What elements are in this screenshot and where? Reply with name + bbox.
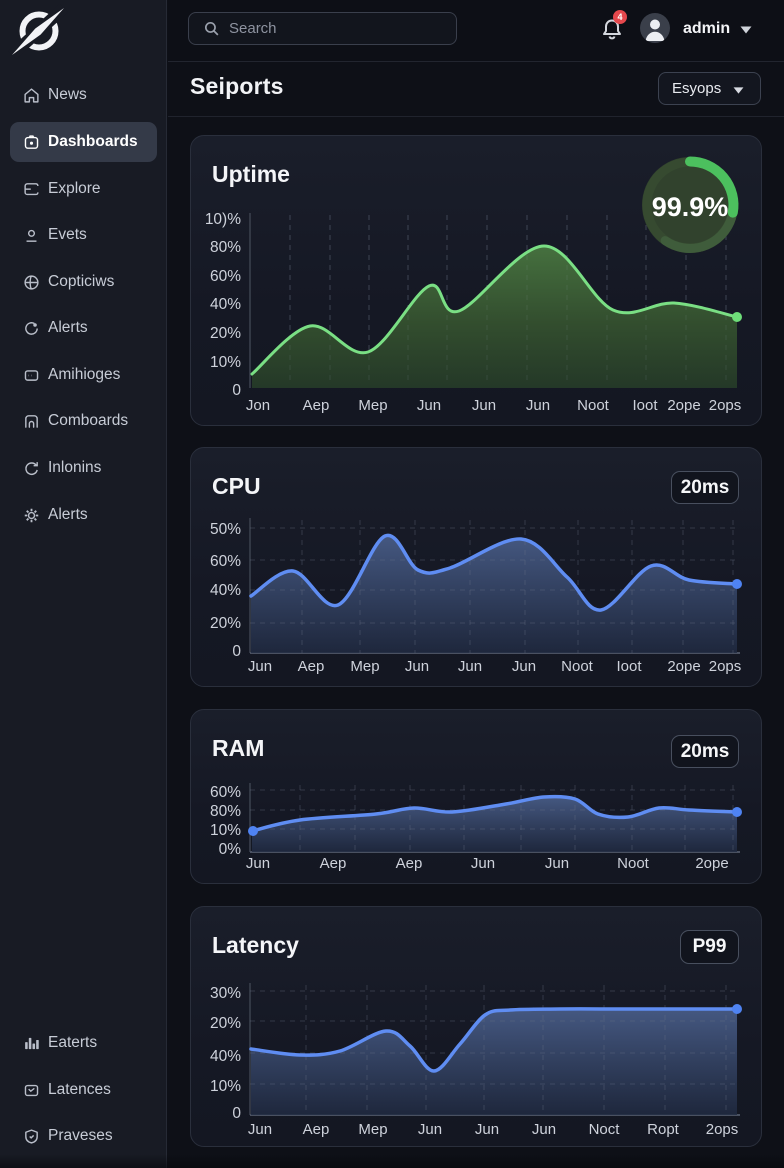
svg-text:60%: 60% (210, 784, 241, 801)
svg-text:2ops: 2ops (706, 1121, 739, 1138)
svg-text:Jun: Jun (532, 1121, 556, 1138)
svg-text:Jun: Jun (512, 658, 536, 675)
svg-text:50%: 50% (210, 521, 241, 538)
svg-text:Noct: Noct (589, 1121, 621, 1138)
svg-text:Noot: Noot (577, 397, 610, 414)
svg-text:10%: 10% (210, 822, 241, 839)
svg-text:60%: 60% (210, 268, 241, 285)
svg-text:Noot: Noot (617, 855, 650, 872)
svg-text:Ioot: Ioot (616, 658, 642, 675)
svg-text:30%: 30% (210, 985, 241, 1002)
svg-text:20%: 20% (210, 1015, 241, 1032)
svg-text:2ope: 2ope (695, 855, 728, 872)
svg-text:0: 0 (232, 382, 241, 399)
svg-text:40%: 40% (210, 582, 241, 599)
svg-text:10)%: 10)% (205, 211, 241, 228)
svg-text:20%: 20% (210, 615, 241, 632)
svg-text:Jun: Jun (471, 855, 495, 872)
svg-text:60%: 60% (210, 553, 241, 570)
svg-text:Jun: Jun (417, 397, 441, 414)
svg-text:10%: 10% (210, 354, 241, 371)
svg-text:2ope: 2ope (667, 658, 700, 675)
svg-text:Aep: Aep (303, 1121, 330, 1138)
svg-text:Noot: Noot (561, 658, 594, 675)
svg-text:10%: 10% (210, 1078, 241, 1095)
svg-text:0: 0 (232, 643, 241, 660)
svg-text:Jun: Jun (246, 855, 270, 872)
svg-text:Jun: Jun (248, 1121, 272, 1138)
svg-text:Aep: Aep (320, 855, 347, 872)
svg-text:Ioot: Ioot (632, 397, 658, 414)
svg-text:0%: 0% (219, 841, 242, 858)
svg-text:2ops: 2ops (709, 658, 742, 675)
svg-text:40%: 40% (210, 296, 241, 313)
svg-text:80%: 80% (210, 803, 241, 820)
svg-text:Jun: Jun (545, 855, 569, 872)
svg-text:Jun: Jun (405, 658, 429, 675)
svg-text:Aep: Aep (303, 397, 330, 414)
svg-text:Jun: Jun (248, 658, 272, 675)
svg-text:2ops: 2ops (709, 397, 742, 414)
svg-text:Jun: Jun (475, 1121, 499, 1138)
svg-text:Mep: Mep (358, 397, 387, 414)
svg-text:Aep: Aep (298, 658, 325, 675)
svg-text:Mep: Mep (350, 658, 379, 675)
svg-text:Jun: Jun (418, 1121, 442, 1138)
svg-text:20%: 20% (210, 325, 241, 342)
svg-text:Jun: Jun (472, 397, 496, 414)
svg-text:Jun: Jun (526, 397, 550, 414)
svg-text:0: 0 (232, 1105, 241, 1122)
svg-text:Jun: Jun (458, 658, 482, 675)
svg-text:40%: 40% (210, 1048, 241, 1065)
svg-text:Mep: Mep (358, 1121, 387, 1138)
svg-text:Jon: Jon (246, 397, 270, 414)
svg-text:80%: 80% (210, 239, 241, 256)
svg-text:Aep: Aep (396, 855, 423, 872)
svg-text:2ope: 2ope (667, 397, 700, 414)
svg-text:99.9%: 99.9% (652, 192, 729, 222)
svg-text:Ropt: Ropt (647, 1121, 680, 1138)
